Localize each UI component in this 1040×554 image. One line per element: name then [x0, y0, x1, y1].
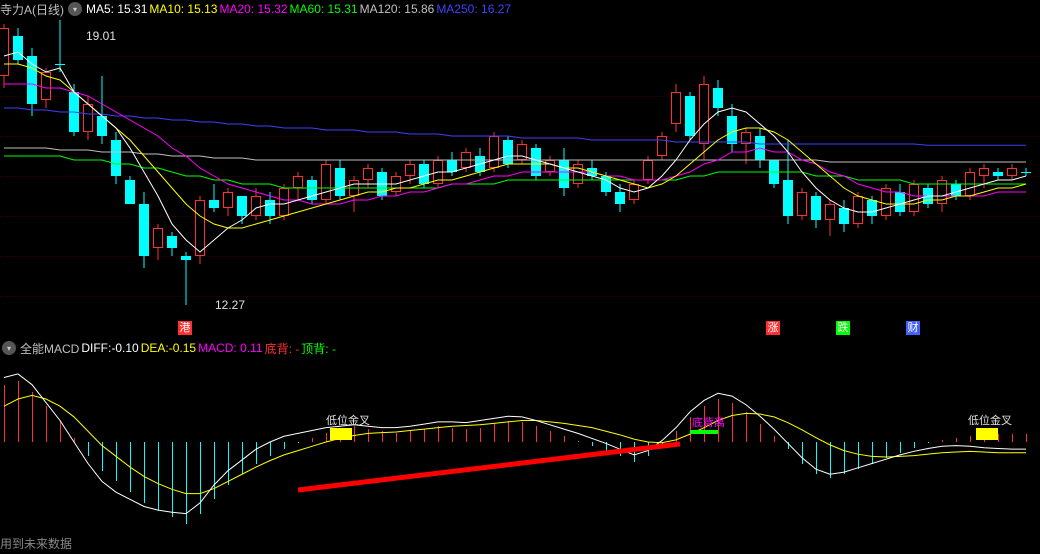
green-signal-segment	[690, 430, 718, 434]
diff-label: DIFF:-0.10	[81, 341, 138, 355]
marker-badge: 港	[178, 320, 192, 335]
yellow-signal-block	[330, 428, 352, 440]
dea-line	[4, 395, 1026, 493]
ma60-line	[4, 156, 1026, 188]
macd-header: ▾ 全能MACD DIFF:-0.10 DEA:-0.15 MACD: 0.11…	[0, 340, 336, 356]
ma5-line	[4, 52, 1026, 252]
yellow-signal-block	[976, 428, 998, 440]
price-label: 19.01	[86, 29, 116, 43]
macd-annotation-label: 低位金叉	[326, 412, 370, 428]
footer-text: 用到未来数据	[0, 535, 72, 552]
price-label: 12.27	[215, 298, 245, 312]
macd-annotation-label: 低位金叉	[968, 412, 1012, 428]
ma10-label: MA10: 15.13	[149, 2, 217, 16]
macd-value-label: MACD: 0.11	[198, 341, 262, 355]
ma20-label: MA20: 15.32	[219, 2, 287, 16]
main-chart-header: 寺力A(日线) ▾ MA5: 15.31 MA10: 15.13 MA20: 1…	[0, 1, 511, 17]
ma60-label: MA60: 15.31	[290, 2, 358, 16]
macd-title: 全能MACD	[20, 340, 79, 357]
ma250-line	[4, 108, 1026, 145]
macd-lines-svg	[0, 356, 1040, 528]
diff-line	[4, 374, 1026, 514]
ma120-label: MA120: 15.86	[360, 2, 435, 16]
chevron-down-icon[interactable]: ▾	[2, 341, 16, 355]
ma-lines-svg	[0, 16, 1040, 336]
ma120-line	[4, 148, 1026, 162]
ma250-label: MA250: 16.27	[436, 2, 511, 16]
ma10-line	[4, 64, 1026, 228]
stock-chart-container: 寺力A(日线) ▾ MA5: 15.31 MA10: 15.13 MA20: 1…	[0, 0, 1040, 554]
dea-label: DEA:-0.15	[141, 341, 196, 355]
marker-badge: 财	[906, 320, 920, 335]
dingbei-label: 顶背: -	[301, 340, 336, 357]
candlestick-panel[interactable]: 19.01 12.27 港 涨 跌 财	[0, 16, 1040, 336]
macd-annotation-label: 底背离	[692, 414, 725, 430]
marker-badge: 涨	[766, 320, 780, 335]
dibei-label: 底背: -	[265, 340, 300, 357]
chart-title: 寺力A(日线)	[0, 1, 64, 18]
macd-panel[interactable]: 低位金叉 底背离 低位金叉	[0, 356, 1040, 528]
chevron-down-icon[interactable]: ▾	[68, 2, 82, 16]
marker-badge: 跌	[836, 320, 850, 335]
red-trend-line	[298, 444, 680, 490]
ma5-label: MA5: 15.31	[86, 2, 147, 16]
